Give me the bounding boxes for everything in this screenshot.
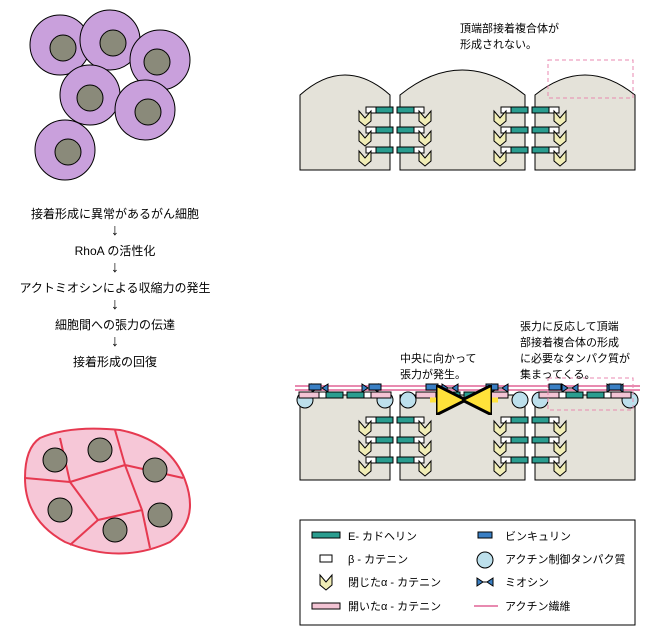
flow-step-2: RhoA の活性化 xyxy=(10,242,220,259)
legend-actin-fiber: アクチン繊維 xyxy=(505,598,570,614)
flow-arrow: ↓ xyxy=(10,296,220,314)
flow-arrow: ↓ xyxy=(10,259,220,277)
annotation-tension: 中央に向かって 張力が発生。 xyxy=(400,350,476,382)
legend-ecadherin: E- カドヘリン xyxy=(348,528,417,544)
legend-vinculin: ビンキュリン xyxy=(505,528,571,544)
legend-alpha-open: 開いたα - カテニン xyxy=(348,598,441,614)
recovered-epithelial-island xyxy=(25,429,190,554)
legend-myosin: ミオシン xyxy=(505,574,549,590)
cancer-cell-cluster xyxy=(30,10,190,180)
legend-alpha-closed: 閉じたα - カテニン xyxy=(348,574,441,590)
legend-actin-reg: アクチン制御タンパク質 xyxy=(505,551,625,567)
annotation-apical: 張力に反応して頂端 部接着複合体の形成 に必要なタンパク質が 集まってくる。 xyxy=(520,318,630,382)
flow-step-5: 接着形成の回復 xyxy=(10,353,220,370)
membrane-panel-top xyxy=(300,60,635,170)
legend-beta-catenin: β - カテニン xyxy=(348,551,408,567)
flow-arrow: ↓ xyxy=(10,222,220,240)
flow-step-4: 細胞間への張力の伝達 xyxy=(10,316,220,333)
flow-arrow: ↓ xyxy=(10,333,220,351)
flow-step-3: アクトミオシンによる収縮力の発生 xyxy=(10,279,220,296)
flow-step-1: 接着形成に異常があるがん細胞 xyxy=(10,205,220,222)
membrane-panel-bottom xyxy=(295,378,640,480)
annotation-top: 頂端部接着複合体が 形成されない。 xyxy=(460,20,559,52)
